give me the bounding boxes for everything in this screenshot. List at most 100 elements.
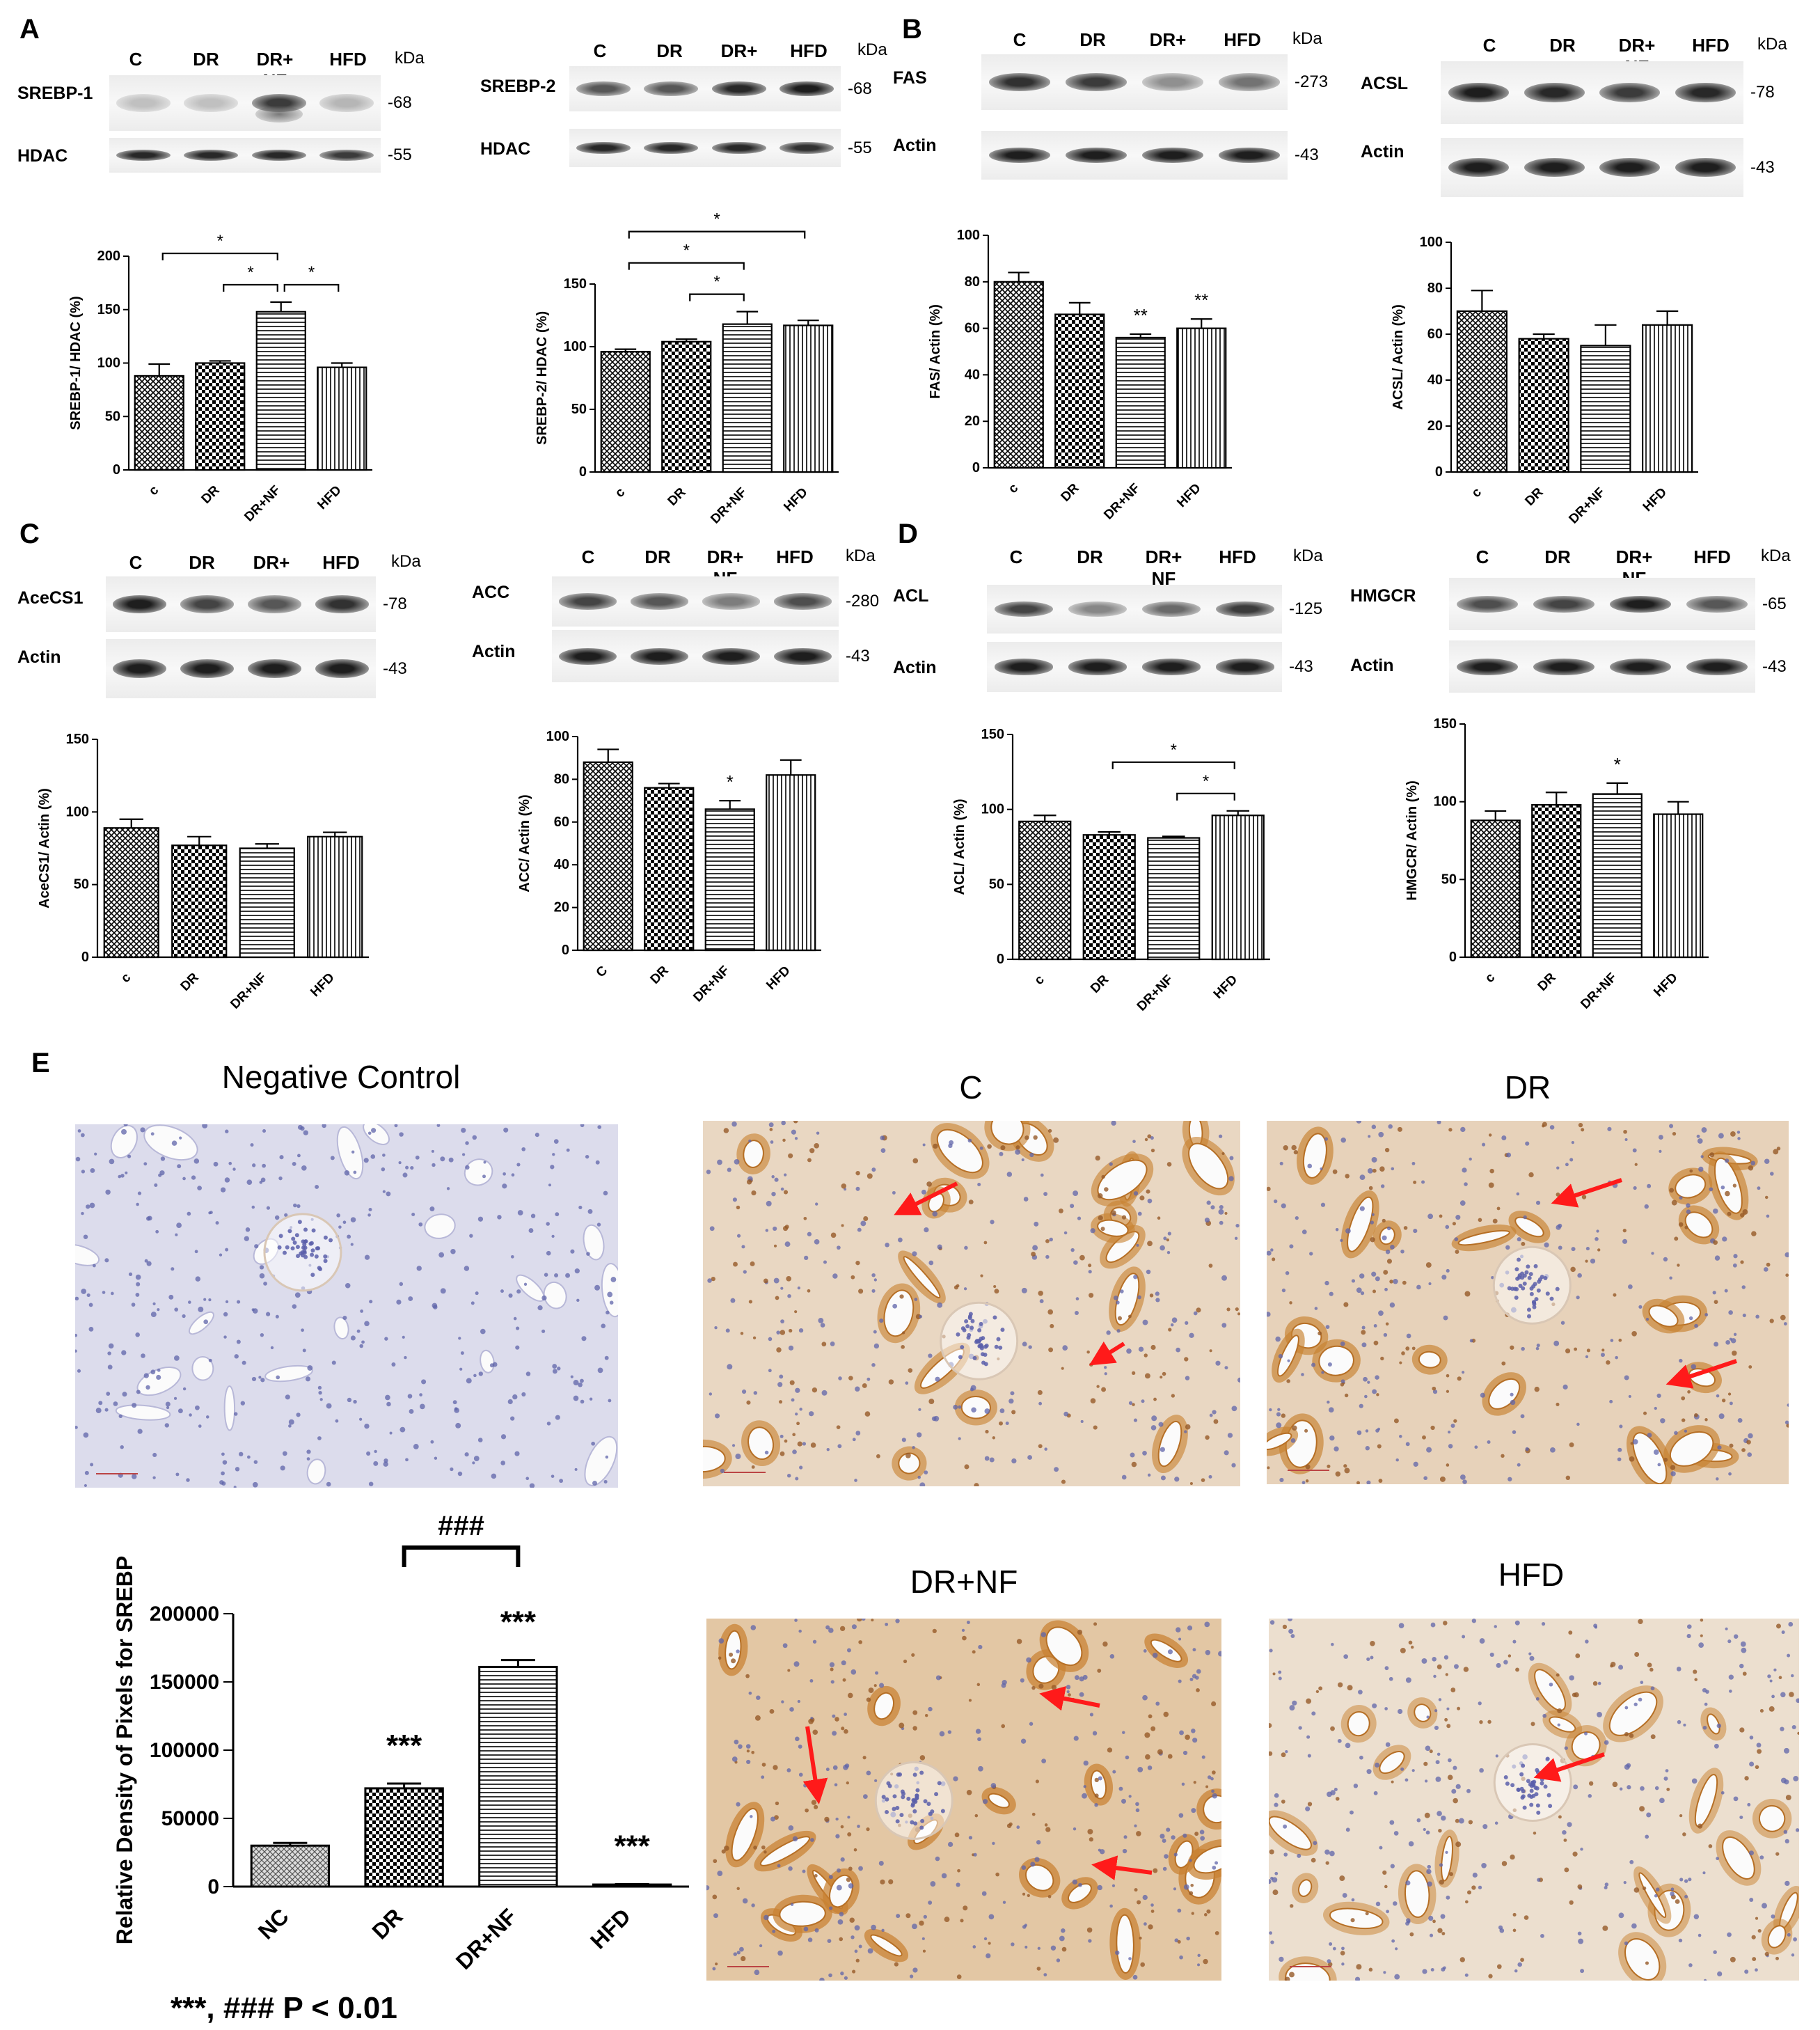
error-bar-srebp_density-2 xyxy=(500,1659,535,1667)
loading-label-b-blot1: Actin xyxy=(893,136,937,155)
kda-label-d-blot2: kDa xyxy=(1761,546,1791,565)
error-bar-acsl-1 xyxy=(1533,333,1555,339)
bar-srebp2-1 xyxy=(661,340,712,473)
protein-label-c-blot1: AceCS1 xyxy=(17,588,84,608)
y-axis-label-srebp1: SREBP-1/ HDAC (%) xyxy=(68,296,84,430)
band-d-blot1-loading-3 xyxy=(1215,659,1275,675)
y-tick-label-acc-4: 80 xyxy=(554,771,569,787)
band-d-blot1-loading-0 xyxy=(994,659,1054,675)
y-tick-label-fas-4: 80 xyxy=(965,274,980,290)
band-a-blot1-target-1 xyxy=(184,94,239,112)
band-c-blot1-target-0 xyxy=(112,595,167,613)
bracket-label-srebp2-2: * xyxy=(713,273,720,292)
band-c-blot2-loading-2 xyxy=(702,647,760,665)
error-bar-fas-1 xyxy=(1068,301,1091,315)
blot-d-blot1-loading xyxy=(987,642,1282,692)
band-d-blot2-target-0 xyxy=(1457,595,1518,613)
band-c-blot1-loading-1 xyxy=(180,659,235,679)
bracket-label-srebp_density-0: ### xyxy=(438,1511,484,1541)
bar-srebp1-3 xyxy=(317,366,367,471)
band-a-blot1-loading-0 xyxy=(116,150,171,161)
significance-mark-fas-1: ** xyxy=(1194,290,1208,310)
lane-label-d-blot1-1: DR xyxy=(1077,546,1103,567)
micrograph-texture-c xyxy=(703,1121,1240,1486)
band-a-blot2-loading-1 xyxy=(644,141,699,155)
band-d-blot1-target-3 xyxy=(1215,601,1275,617)
loading-label-c-blot2: Actin xyxy=(472,642,516,661)
loading-label-d-blot1: Actin xyxy=(893,658,937,677)
band-d-blot1-target-2 xyxy=(1141,601,1201,617)
panel-label-e: E xyxy=(31,1048,50,1078)
y-tick-label-acl-1: 50 xyxy=(989,876,1004,892)
error-bar-hmgcr-0 xyxy=(1485,810,1507,821)
bar-hmgcr-1 xyxy=(1531,804,1582,959)
error-bar-acsl-2 xyxy=(1595,324,1617,346)
panel-label-c: C xyxy=(19,519,40,549)
y-tick-label-srebp1-1: 50 xyxy=(105,409,120,424)
lane-label-d-blot2-3: HFD xyxy=(1693,546,1731,567)
error-bar-srebp_density-3 xyxy=(615,1882,649,1885)
lane-label-b-blot1-3: HFD xyxy=(1224,29,1261,50)
lane-label-c-blot2-0: C xyxy=(581,546,595,567)
protein-label-b-blot2: ACSL xyxy=(1361,74,1409,93)
bracket-srebp_density-0 xyxy=(402,1545,521,1567)
bar-acecs1-0 xyxy=(103,827,159,959)
panel-label-a: A xyxy=(19,14,40,45)
blot-c-blot2-target xyxy=(552,576,839,627)
band-b-blot2-target-0 xyxy=(1448,82,1509,103)
bar-acecs1-2 xyxy=(239,847,295,959)
bracket-label-srebp1-2: * xyxy=(308,263,315,282)
p-value-note: ***, ### P < 0.01 xyxy=(171,1991,397,2025)
error-bar-acc-3 xyxy=(780,759,802,776)
bar-acc-3 xyxy=(766,774,816,952)
y-tick-label-srebp2-0: 0 xyxy=(579,464,587,480)
y-axis-label-acecs1: AceCS1/ Actin (%) xyxy=(37,788,52,908)
bracket-srebp1-2 xyxy=(283,283,340,292)
mw-label-d-blot1-loading: -43 xyxy=(1289,657,1313,676)
bar-srebp1-0 xyxy=(134,375,184,471)
error-bar-acl-2 xyxy=(1162,835,1185,838)
kda-label-a-blot1: kDa xyxy=(395,49,425,68)
y-tick-label-acl-0: 0 xyxy=(997,952,1004,967)
bracket-label-srebp2-1: * xyxy=(683,242,690,260)
blot-d-blot2-target xyxy=(1449,578,1755,630)
bracket-acl-0 xyxy=(1111,761,1235,769)
band-d-blot2-loading-2 xyxy=(1610,658,1671,675)
band-c-blot1-loading-0 xyxy=(112,659,167,679)
protein-label-d-blot2: HMGCR xyxy=(1350,586,1416,606)
error-bar-acecs1-0 xyxy=(119,818,143,828)
y-tick-label-acsl-5: 100 xyxy=(1420,235,1443,250)
y-tick-label-hmgcr-2: 100 xyxy=(1434,794,1457,810)
lane-label-b-blot2-0: C xyxy=(1482,35,1496,56)
x-tick-label-srebp_density-1: DR xyxy=(367,1903,407,1944)
kda-label-c-blot1: kDa xyxy=(391,552,421,571)
blot-b-blot1-target xyxy=(981,54,1288,110)
mw-label-a-blot2-loading: -55 xyxy=(848,138,872,157)
band-d-blot1-loading-2 xyxy=(1141,659,1201,675)
band-b-blot1-loading-3 xyxy=(1219,147,1280,164)
error-bar-acc-2 xyxy=(719,800,741,810)
lane-label-c-blot1-0: C xyxy=(129,552,143,573)
kda-label-a-blot2: kDa xyxy=(857,40,887,59)
y-tick-label-acc-2: 40 xyxy=(554,857,569,872)
bar-acl-0 xyxy=(1018,820,1072,961)
y-tick-label-acecs1-2: 100 xyxy=(66,804,89,819)
band-smear-a-blot1-2 xyxy=(255,106,303,123)
bar-acsl-1 xyxy=(1518,338,1569,473)
band-c-blot2-loading-0 xyxy=(559,647,617,665)
band-b-blot1-target-3 xyxy=(1219,73,1280,91)
kda-label-b-blot2: kDa xyxy=(1757,35,1787,54)
bar-acc-0 xyxy=(583,761,633,952)
panel-label-d: D xyxy=(898,519,918,549)
band-d-blot1-target-0 xyxy=(994,601,1054,617)
error-bar-srebp2-2 xyxy=(736,310,759,324)
bar-acc-2 xyxy=(704,808,755,952)
protein-label-c-blot2: ACC xyxy=(472,583,510,602)
error-bar-srebp1-2 xyxy=(270,301,292,312)
blot-a-blot1-target xyxy=(109,75,381,131)
micrograph-dr xyxy=(1267,1121,1789,1484)
panel-label-b: B xyxy=(902,14,922,45)
error-bar-fas-3 xyxy=(1190,318,1212,329)
error-bar-acecs1-2 xyxy=(255,843,279,849)
micro-title-dr-nf: DR+NF xyxy=(910,1564,1018,1600)
